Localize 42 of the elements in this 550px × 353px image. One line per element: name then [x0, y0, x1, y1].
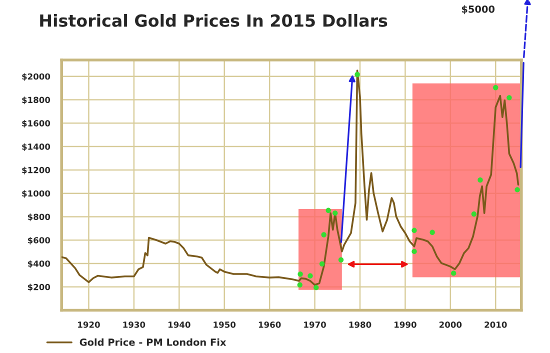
point: [478, 177, 483, 183]
y-tick-label: $600: [28, 236, 50, 245]
point: [326, 208, 331, 214]
x-tick-label: 1970: [304, 322, 326, 328]
y-tick-label: $1600: [22, 120, 50, 128]
y-tick-label: $400: [28, 260, 50, 268]
point: [412, 248, 417, 254]
y-tick-label: $200: [28, 284, 50, 292]
point: [430, 230, 435, 235]
x-tick-label: 1940: [168, 322, 190, 328]
legend-label: Gold Price - PM London Fix: [80, 338, 226, 346]
x-tick-label: 1950: [214, 322, 236, 328]
point: [354, 72, 360, 78]
point: [493, 85, 498, 90]
x-tick-label: 1920: [78, 322, 100, 328]
x-tick-label: 1980: [349, 322, 372, 328]
text: $5000: [462, 5, 495, 14]
y-tick-label: $1400: [22, 143, 50, 151]
y-tick-label: $1800: [22, 96, 50, 104]
point: [308, 273, 313, 278]
y-tick-label: $2000: [22, 73, 50, 81]
point: [338, 257, 344, 262]
point: [297, 282, 302, 288]
point: [412, 228, 417, 234]
x-tick-label: 1990: [394, 322, 416, 328]
y-tick-label: $1200: [22, 166, 50, 174]
point: [314, 285, 319, 290]
y-tick-label: $1000: [22, 190, 50, 198]
x-tick-label: 2010: [484, 322, 507, 328]
y-tick-label: $800: [28, 214, 50, 222]
point: [450, 270, 456, 276]
point: [514, 187, 520, 192]
point: [319, 261, 325, 266]
point: [298, 272, 303, 277]
x-tick-label: 1960: [258, 322, 281, 328]
point: [506, 95, 512, 100]
point: [321, 232, 326, 238]
point: [471, 211, 477, 217]
point: [332, 210, 338, 216]
x-tick-label: 2000: [439, 322, 462, 328]
x-tick-label: 1930: [123, 322, 146, 328]
chart-title: Historical Gold Prices In 2015 Dollars: [40, 14, 388, 27]
